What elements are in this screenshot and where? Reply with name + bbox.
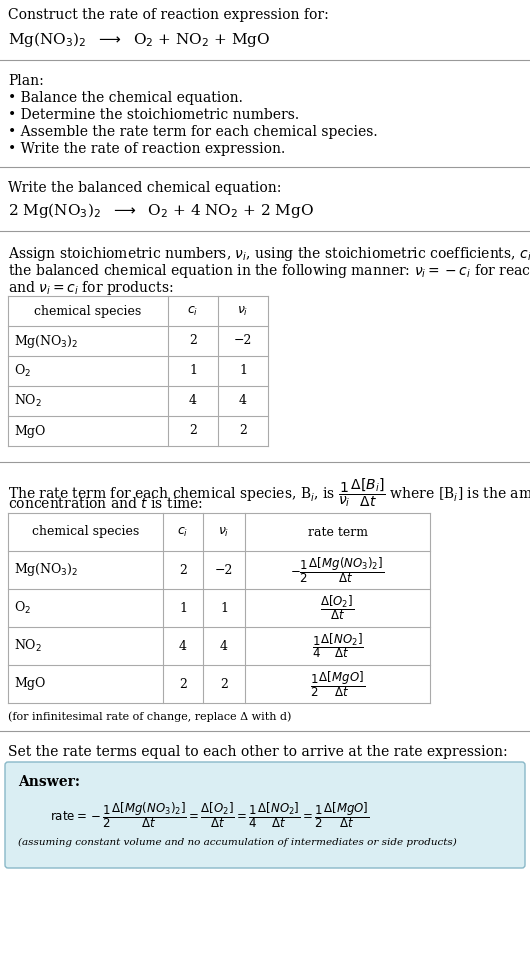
- Text: O$_2$: O$_2$: [14, 600, 31, 616]
- Text: MgO: MgO: [14, 677, 46, 690]
- Text: (for infinitesimal rate of change, replace Δ with d): (for infinitesimal rate of change, repla…: [8, 711, 292, 721]
- Text: (assuming constant volume and no accumulation of intermediates or side products): (assuming constant volume and no accumul…: [18, 838, 457, 847]
- Text: $c_i$: $c_i$: [188, 305, 199, 317]
- Text: 2: 2: [179, 677, 187, 690]
- Text: NO$_2$: NO$_2$: [14, 638, 42, 654]
- Text: −2: −2: [234, 335, 252, 347]
- Text: the balanced chemical equation in the following manner: $\nu_i = -c_i$ for react: the balanced chemical equation in the fo…: [8, 262, 530, 280]
- Text: Mg(NO$_3$)$_2$: Mg(NO$_3$)$_2$: [14, 561, 78, 579]
- Text: Answer:: Answer:: [18, 775, 80, 789]
- Text: and $\nu_i = c_i$ for products:: and $\nu_i = c_i$ for products:: [8, 279, 173, 297]
- Text: Plan:: Plan:: [8, 74, 44, 88]
- Text: Set the rate terms equal to each other to arrive at the rate expression:: Set the rate terms equal to each other t…: [8, 745, 508, 759]
- Text: 2 Mg(NO$_3$)$_2$  $\longrightarrow$  O$_2$ + 4 NO$_2$ + 2 MgO: 2 Mg(NO$_3$)$_2$ $\longrightarrow$ O$_2$…: [8, 201, 314, 220]
- Text: $c_i$: $c_i$: [178, 525, 189, 539]
- Text: 4: 4: [239, 394, 247, 408]
- Text: MgO: MgO: [14, 425, 46, 437]
- Text: 1: 1: [220, 601, 228, 615]
- Text: 2: 2: [189, 335, 197, 347]
- Text: The rate term for each chemical species, B$_i$, is $\dfrac{1}{\nu_i}\dfrac{\Delt: The rate term for each chemical species,…: [8, 476, 530, 508]
- Text: $-\dfrac{1}{2}\dfrac{\Delta[Mg(NO_3)_2]}{\Delta t}$: $-\dfrac{1}{2}\dfrac{\Delta[Mg(NO_3)_2]}…: [290, 555, 385, 585]
- Text: Construct the rate of reaction expression for:: Construct the rate of reaction expressio…: [8, 8, 329, 22]
- Text: • Determine the stoichiometric numbers.: • Determine the stoichiometric numbers.: [8, 108, 299, 122]
- Text: NO$_2$: NO$_2$: [14, 393, 42, 409]
- Text: O$_2$: O$_2$: [14, 363, 31, 379]
- Text: 2: 2: [179, 563, 187, 577]
- Text: 4: 4: [220, 639, 228, 653]
- Text: chemical species: chemical species: [32, 525, 139, 539]
- Text: 1: 1: [239, 364, 247, 378]
- Text: $\nu_i$: $\nu_i$: [237, 305, 249, 317]
- Text: concentration and $t$ is time:: concentration and $t$ is time:: [8, 496, 203, 511]
- Text: $\dfrac{1}{2}\dfrac{\Delta[MgO]}{\Delta t}$: $\dfrac{1}{2}\dfrac{\Delta[MgO]}{\Delta …: [310, 670, 365, 699]
- FancyBboxPatch shape: [5, 762, 525, 868]
- Text: 2: 2: [239, 425, 247, 437]
- Text: $\dfrac{\Delta[O_2]}{\Delta t}$: $\dfrac{\Delta[O_2]}{\Delta t}$: [321, 593, 355, 623]
- Text: 1: 1: [179, 601, 187, 615]
- Text: 4: 4: [189, 394, 197, 408]
- Text: Mg(NO$_3$)$_2$  $\longrightarrow$  O$_2$ + NO$_2$ + MgO: Mg(NO$_3$)$_2$ $\longrightarrow$ O$_2$ +…: [8, 30, 270, 49]
- Text: Assign stoichiometric numbers, $\nu_i$, using the stoichiometric coefficients, $: Assign stoichiometric numbers, $\nu_i$, …: [8, 245, 530, 263]
- Text: 2: 2: [189, 425, 197, 437]
- Text: Write the balanced chemical equation:: Write the balanced chemical equation:: [8, 181, 281, 195]
- Text: • Balance the chemical equation.: • Balance the chemical equation.: [8, 91, 243, 105]
- Text: −2: −2: [215, 563, 233, 577]
- Text: $\mathrm{rate} = -\dfrac{1}{2}\dfrac{\Delta[Mg(NO_3)_2]}{\Delta t} = \dfrac{\Del: $\mathrm{rate} = -\dfrac{1}{2}\dfrac{\De…: [50, 800, 369, 830]
- Text: 1: 1: [189, 364, 197, 378]
- Text: chemical species: chemical species: [34, 305, 142, 317]
- Text: $\dfrac{1}{4}\dfrac{\Delta[NO_2]}{\Delta t}$: $\dfrac{1}{4}\dfrac{\Delta[NO_2]}{\Delta…: [312, 631, 364, 661]
- Text: Mg(NO$_3$)$_2$: Mg(NO$_3$)$_2$: [14, 333, 78, 349]
- Text: 4: 4: [179, 639, 187, 653]
- Text: rate term: rate term: [307, 525, 367, 539]
- Text: • Write the rate of reaction expression.: • Write the rate of reaction expression.: [8, 142, 285, 156]
- Text: 2: 2: [220, 677, 228, 690]
- Text: $\nu_i$: $\nu_i$: [218, 525, 229, 539]
- Text: • Assemble the rate term for each chemical species.: • Assemble the rate term for each chemic…: [8, 125, 377, 139]
